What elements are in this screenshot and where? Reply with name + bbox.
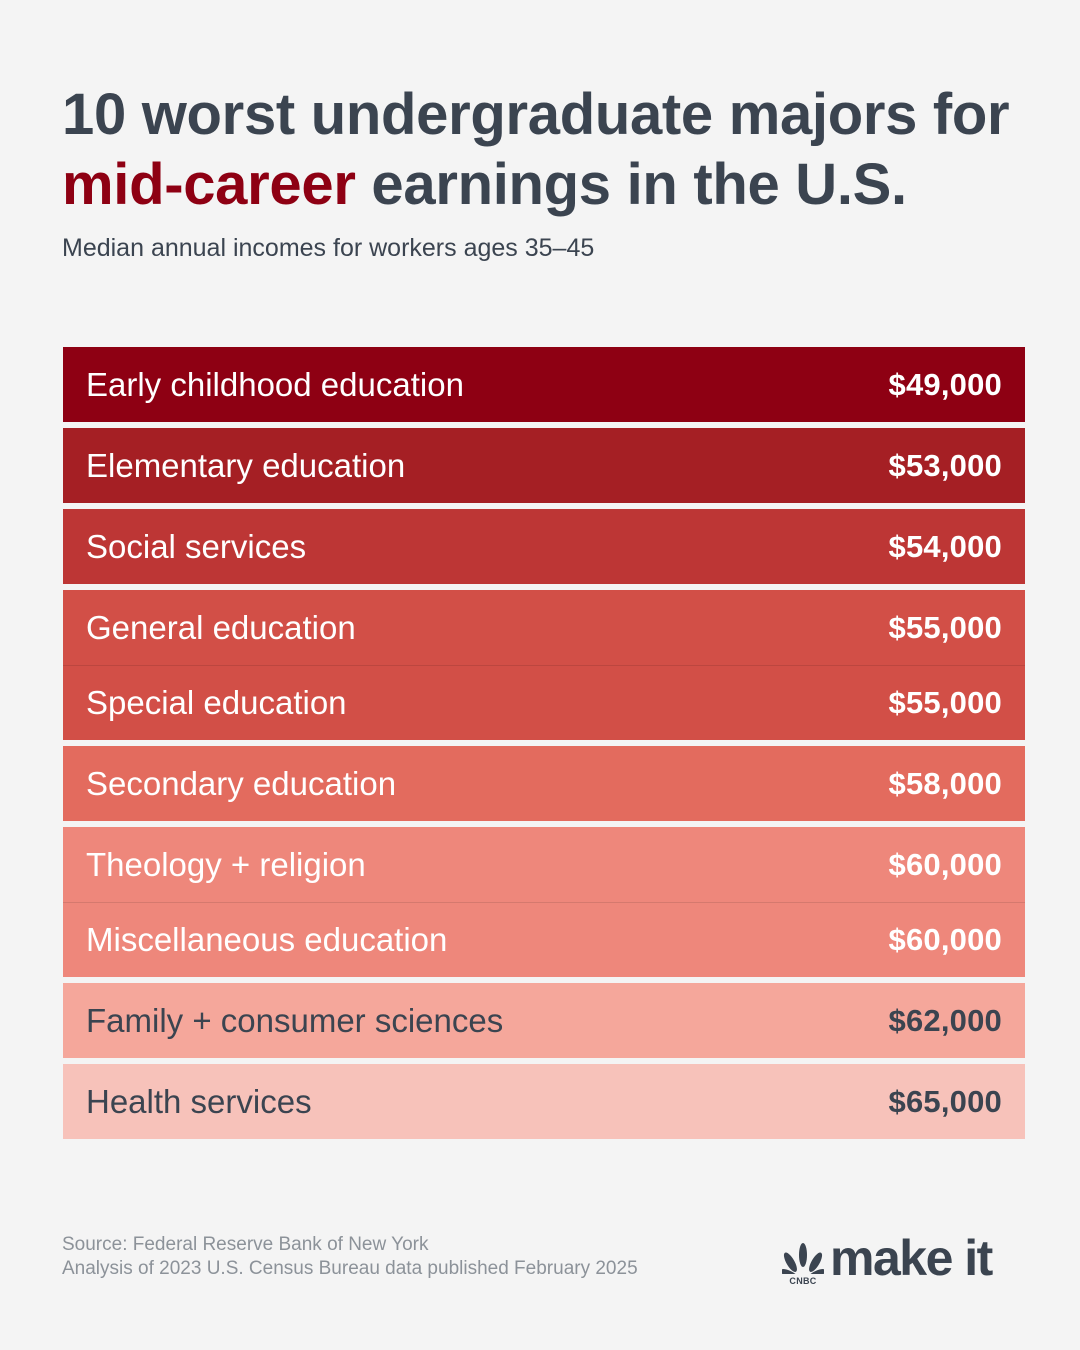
row-label: General education <box>86 608 356 646</box>
make-it-wordmark: make it <box>830 1230 993 1286</box>
row-value: $55,000 <box>888 685 1002 720</box>
row-value: $65,000 <box>888 1083 1002 1119</box>
title-rest: earnings in the U.S. <box>355 152 907 217</box>
row-value: $55,000 <box>888 609 1002 645</box>
row-label: Health services <box>86 1082 312 1120</box>
table-row: Miscellaneous education $60,000 <box>63 902 1025 977</box>
table-row: Elementary education $53,000 <box>63 428 1025 503</box>
cnbc-peacock-icon: CNBC <box>782 1240 824 1286</box>
cnbc-text: CNBC <box>789 1276 817 1286</box>
row-value: $58,000 <box>888 765 1002 801</box>
row-label: Theology + religion <box>86 845 366 883</box>
table-row: Theology + religion $60,000 <box>63 827 1025 902</box>
page-title: 10 worst undergraduate majors for mid-ca… <box>62 80 1042 220</box>
row-value: $60,000 <box>888 922 1002 957</box>
table-row: Early childhood education $49,000 <box>63 347 1025 422</box>
source-line1: Source: Federal Reserve Bank of New York <box>62 1234 429 1255</box>
table-row: Social services $54,000 <box>63 509 1025 584</box>
row-label: Social services <box>86 527 307 565</box>
title-accent: mid-career <box>62 152 356 217</box>
row-label: Family + consumer sciences <box>86 1001 504 1039</box>
row-value: $49,000 <box>888 366 1002 402</box>
source-line2: Analysis of 2023 U.S. Census Bureau data… <box>62 1258 638 1279</box>
row-label: Miscellaneous education <box>86 921 448 958</box>
row-value: $54,000 <box>888 528 1002 564</box>
table-row: Special education $55,000 <box>63 665 1025 740</box>
source-note: Source: Federal Reserve Bank of New York… <box>62 1233 638 1281</box>
table-row: Family + consumer sciences $62,000 <box>63 983 1025 1058</box>
row-value: $62,000 <box>888 1002 1002 1038</box>
table-row: Secondary education $58,000 <box>63 746 1025 821</box>
row-value: $60,000 <box>888 846 1002 882</box>
subtitle: Median annual incomes for workers ages 3… <box>62 234 595 262</box>
cnbc-make-it-logo: CNBC make it <box>782 1226 993 1286</box>
table-row: General education $55,000 <box>63 590 1025 665</box>
row-label: Secondary education <box>86 764 397 802</box>
row-label: Special education <box>86 684 347 721</box>
row-value: $53,000 <box>888 447 1002 483</box>
row-label: Elementary education <box>86 446 406 484</box>
income-table: Early childhood education $49,000 Elementa… <box>63 347 1025 1139</box>
table-row: Health services $65,000 <box>63 1064 1025 1139</box>
title-line1: 10 worst undergraduate majors for <box>62 82 1010 147</box>
row-label: Early childhood education <box>86 365 464 403</box>
